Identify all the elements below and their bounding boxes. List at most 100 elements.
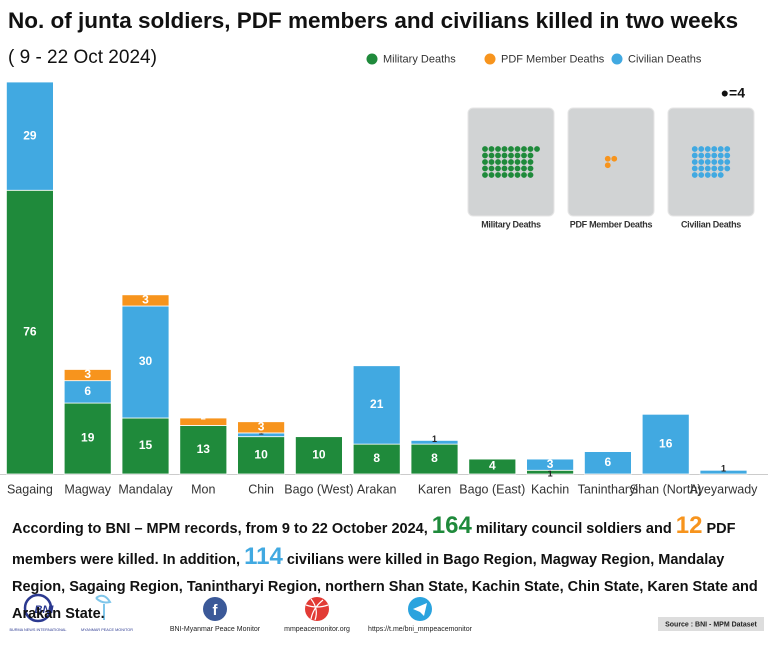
bar-segment	[237, 436, 286, 475]
footer: BNI BURMA NEWS INTERNATIONAL MYANMAR PEA…	[9, 593, 764, 633]
waffle-dot	[691, 152, 698, 159]
waffle-dot	[495, 146, 501, 152]
summary: According to BNI – MPM records, from 9 t…	[12, 512, 762, 628]
value-label: 30	[139, 354, 153, 368]
waffle-dot	[482, 172, 488, 178]
value-label: 3	[142, 293, 149, 307]
x-tick-label: Chin	[248, 482, 274, 496]
x-tick-label: Kachin	[531, 482, 569, 496]
bar-segment	[699, 469, 748, 475]
waffle-dot	[521, 159, 527, 165]
bar-segment	[121, 305, 170, 419]
waffle-dot	[717, 172, 724, 178]
waffle-dot	[527, 152, 534, 159]
chart-subtitle: ( 9 - 22 Oct 2024)	[8, 47, 157, 68]
legend-swatch	[484, 53, 496, 65]
chart-title: No. of junta soldiers, PDF members and c…	[8, 8, 738, 33]
x-tick-label: Magway	[64, 482, 111, 496]
waffle-dot	[711, 146, 718, 152]
waffle-dot	[521, 146, 527, 152]
highlight-number: 164	[431, 512, 472, 539]
waffle-panel	[667, 107, 755, 217]
waffle-dot	[691, 159, 698, 165]
value-label: 8	[431, 451, 438, 465]
value-label: 1	[548, 469, 553, 479]
waffle-dot	[724, 165, 731, 172]
facebook-text: BNI-Myanmar Peace Monitor	[170, 626, 261, 633]
highlight-number: 114	[244, 543, 283, 570]
logo-text: BNI	[35, 604, 55, 616]
value-label: 1	[721, 464, 726, 474]
source-box	[658, 617, 764, 631]
legend-label: Civilian Deaths	[628, 53, 702, 65]
waffle-dot	[495, 159, 501, 165]
text: civilians were killed in Bago Region, Ma…	[12, 552, 758, 622]
waffle-dot	[508, 146, 514, 152]
waffle-dot	[604, 155, 611, 162]
waffle-dot	[724, 152, 731, 159]
text: According to BNI – MPM records, from 9 t…	[12, 521, 432, 537]
waffle-dot	[711, 152, 718, 159]
x-tick-label: Sagaing	[7, 482, 53, 496]
value-label: 6	[84, 384, 91, 398]
facebook-glyph: f	[213, 602, 219, 619]
waffle-dot	[495, 165, 501, 172]
waffle-dot	[611, 155, 618, 162]
waffle-dot	[698, 152, 705, 159]
value-label: 21	[370, 397, 384, 411]
bar-segment	[63, 402, 112, 475]
waffle-dot	[482, 165, 488, 172]
legend-label: PDF Member Deaths	[501, 53, 605, 65]
waffle-dot	[704, 172, 711, 178]
web-glyph	[305, 598, 329, 621]
waffle-dot	[717, 159, 724, 165]
value-label: 15	[139, 438, 153, 452]
waffle-dot	[495, 172, 501, 178]
waffle-dot	[508, 152, 514, 159]
x-tick-label: Bago (East)	[459, 482, 525, 496]
waffle-dot	[501, 152, 508, 159]
waffle-dot	[717, 146, 724, 152]
bar-segment	[121, 294, 170, 307]
value-label: 3	[258, 420, 265, 434]
waffle-dot	[698, 172, 705, 178]
bar-segment	[179, 425, 228, 475]
waffle-dot	[534, 146, 540, 152]
x-tick-label: Arakan	[357, 482, 397, 496]
waffle-dot	[691, 165, 698, 172]
waffle-dot	[508, 172, 514, 178]
facebook-icon	[203, 597, 227, 621]
waffle-dot	[482, 152, 488, 159]
waffle-dot	[527, 146, 534, 152]
bar-segment	[6, 81, 54, 191]
value-label: 19	[81, 431, 95, 445]
waffle-dot	[488, 152, 495, 159]
waffle-label: Civilian Deaths	[681, 219, 741, 229]
waffle-dot	[488, 159, 495, 165]
bar-segment	[121, 417, 170, 475]
telegram-glyph	[413, 603, 427, 616]
bar-segment	[63, 369, 112, 382]
bar-segment	[468, 458, 517, 475]
waffle-dot	[514, 172, 521, 178]
waffle-dot	[724, 159, 731, 165]
legend-swatch	[366, 53, 378, 65]
waffle-dot	[717, 152, 724, 159]
telegram-text: https://t.me/bni_mmpeacemonitor	[368, 626, 473, 633]
x-tick-label: Shan (North)	[630, 482, 702, 496]
legend-swatch	[611, 53, 623, 65]
waffle-dot	[501, 146, 508, 152]
logo-caption: MYANMAR PEACE MONITOR	[81, 628, 133, 632]
logo-icon	[23, 593, 53, 623]
waffle-dot	[717, 165, 724, 172]
waffle-dot	[482, 159, 488, 165]
waffle-dot	[704, 152, 711, 159]
x-tick-label: Karen	[418, 482, 451, 496]
text: PDF members were killed. In addition,	[12, 521, 736, 568]
value-label: 2	[201, 411, 206, 421]
bar-segment	[526, 458, 574, 471]
bar-segment	[6, 189, 54, 475]
bar-segment	[179, 417, 228, 426]
value-label: 6	[605, 455, 612, 469]
